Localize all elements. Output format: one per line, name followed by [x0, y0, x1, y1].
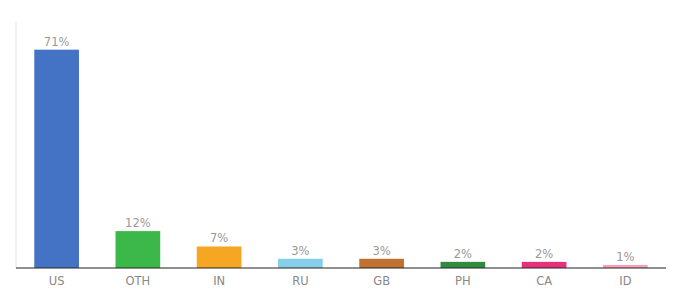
bar	[34, 50, 79, 268]
bar	[116, 231, 161, 268]
bar	[278, 259, 323, 268]
x-axis-line	[16, 267, 666, 268]
data-label: 2%	[454, 247, 472, 261]
bar	[359, 259, 404, 268]
x-tick-label: RU	[292, 274, 308, 288]
y-range-line	[16, 22, 17, 268]
data-label: 7%	[210, 231, 228, 245]
data-label: 1%	[616, 250, 634, 264]
x-tick-label: GB	[373, 274, 390, 288]
bars	[34, 50, 647, 268]
data-label: 3%	[373, 244, 391, 258]
bar	[522, 262, 567, 268]
data-label: 2%	[535, 247, 553, 261]
labels: US 71% OTH 12% IN 7% RU 3% GB 3% PH 2% CA 2% ID 1%	[44, 35, 635, 288]
x-tick-label: PH	[455, 274, 471, 288]
bar	[441, 262, 486, 268]
x-tick-label: IN	[213, 274, 225, 288]
data-label: 3%	[291, 244, 309, 258]
data-label: 71%	[44, 35, 70, 49]
x-tick-label: US	[49, 274, 65, 288]
data-label: 12%	[125, 216, 151, 230]
x-tick-label: OTH	[126, 274, 151, 288]
chart: US 71% OTH 12% IN 7% RU 3% GB 3% PH 2% CA 2% ID 1%	[0, 0, 680, 300]
x-tick-label: CA	[536, 274, 552, 288]
bar	[197, 246, 242, 268]
chart-container: US 71% OTH 12% IN 7% RU 3% GB 3% PH 2% CA 2% ID 1%	[0, 0, 680, 300]
x-tick-label: ID	[619, 274, 631, 288]
